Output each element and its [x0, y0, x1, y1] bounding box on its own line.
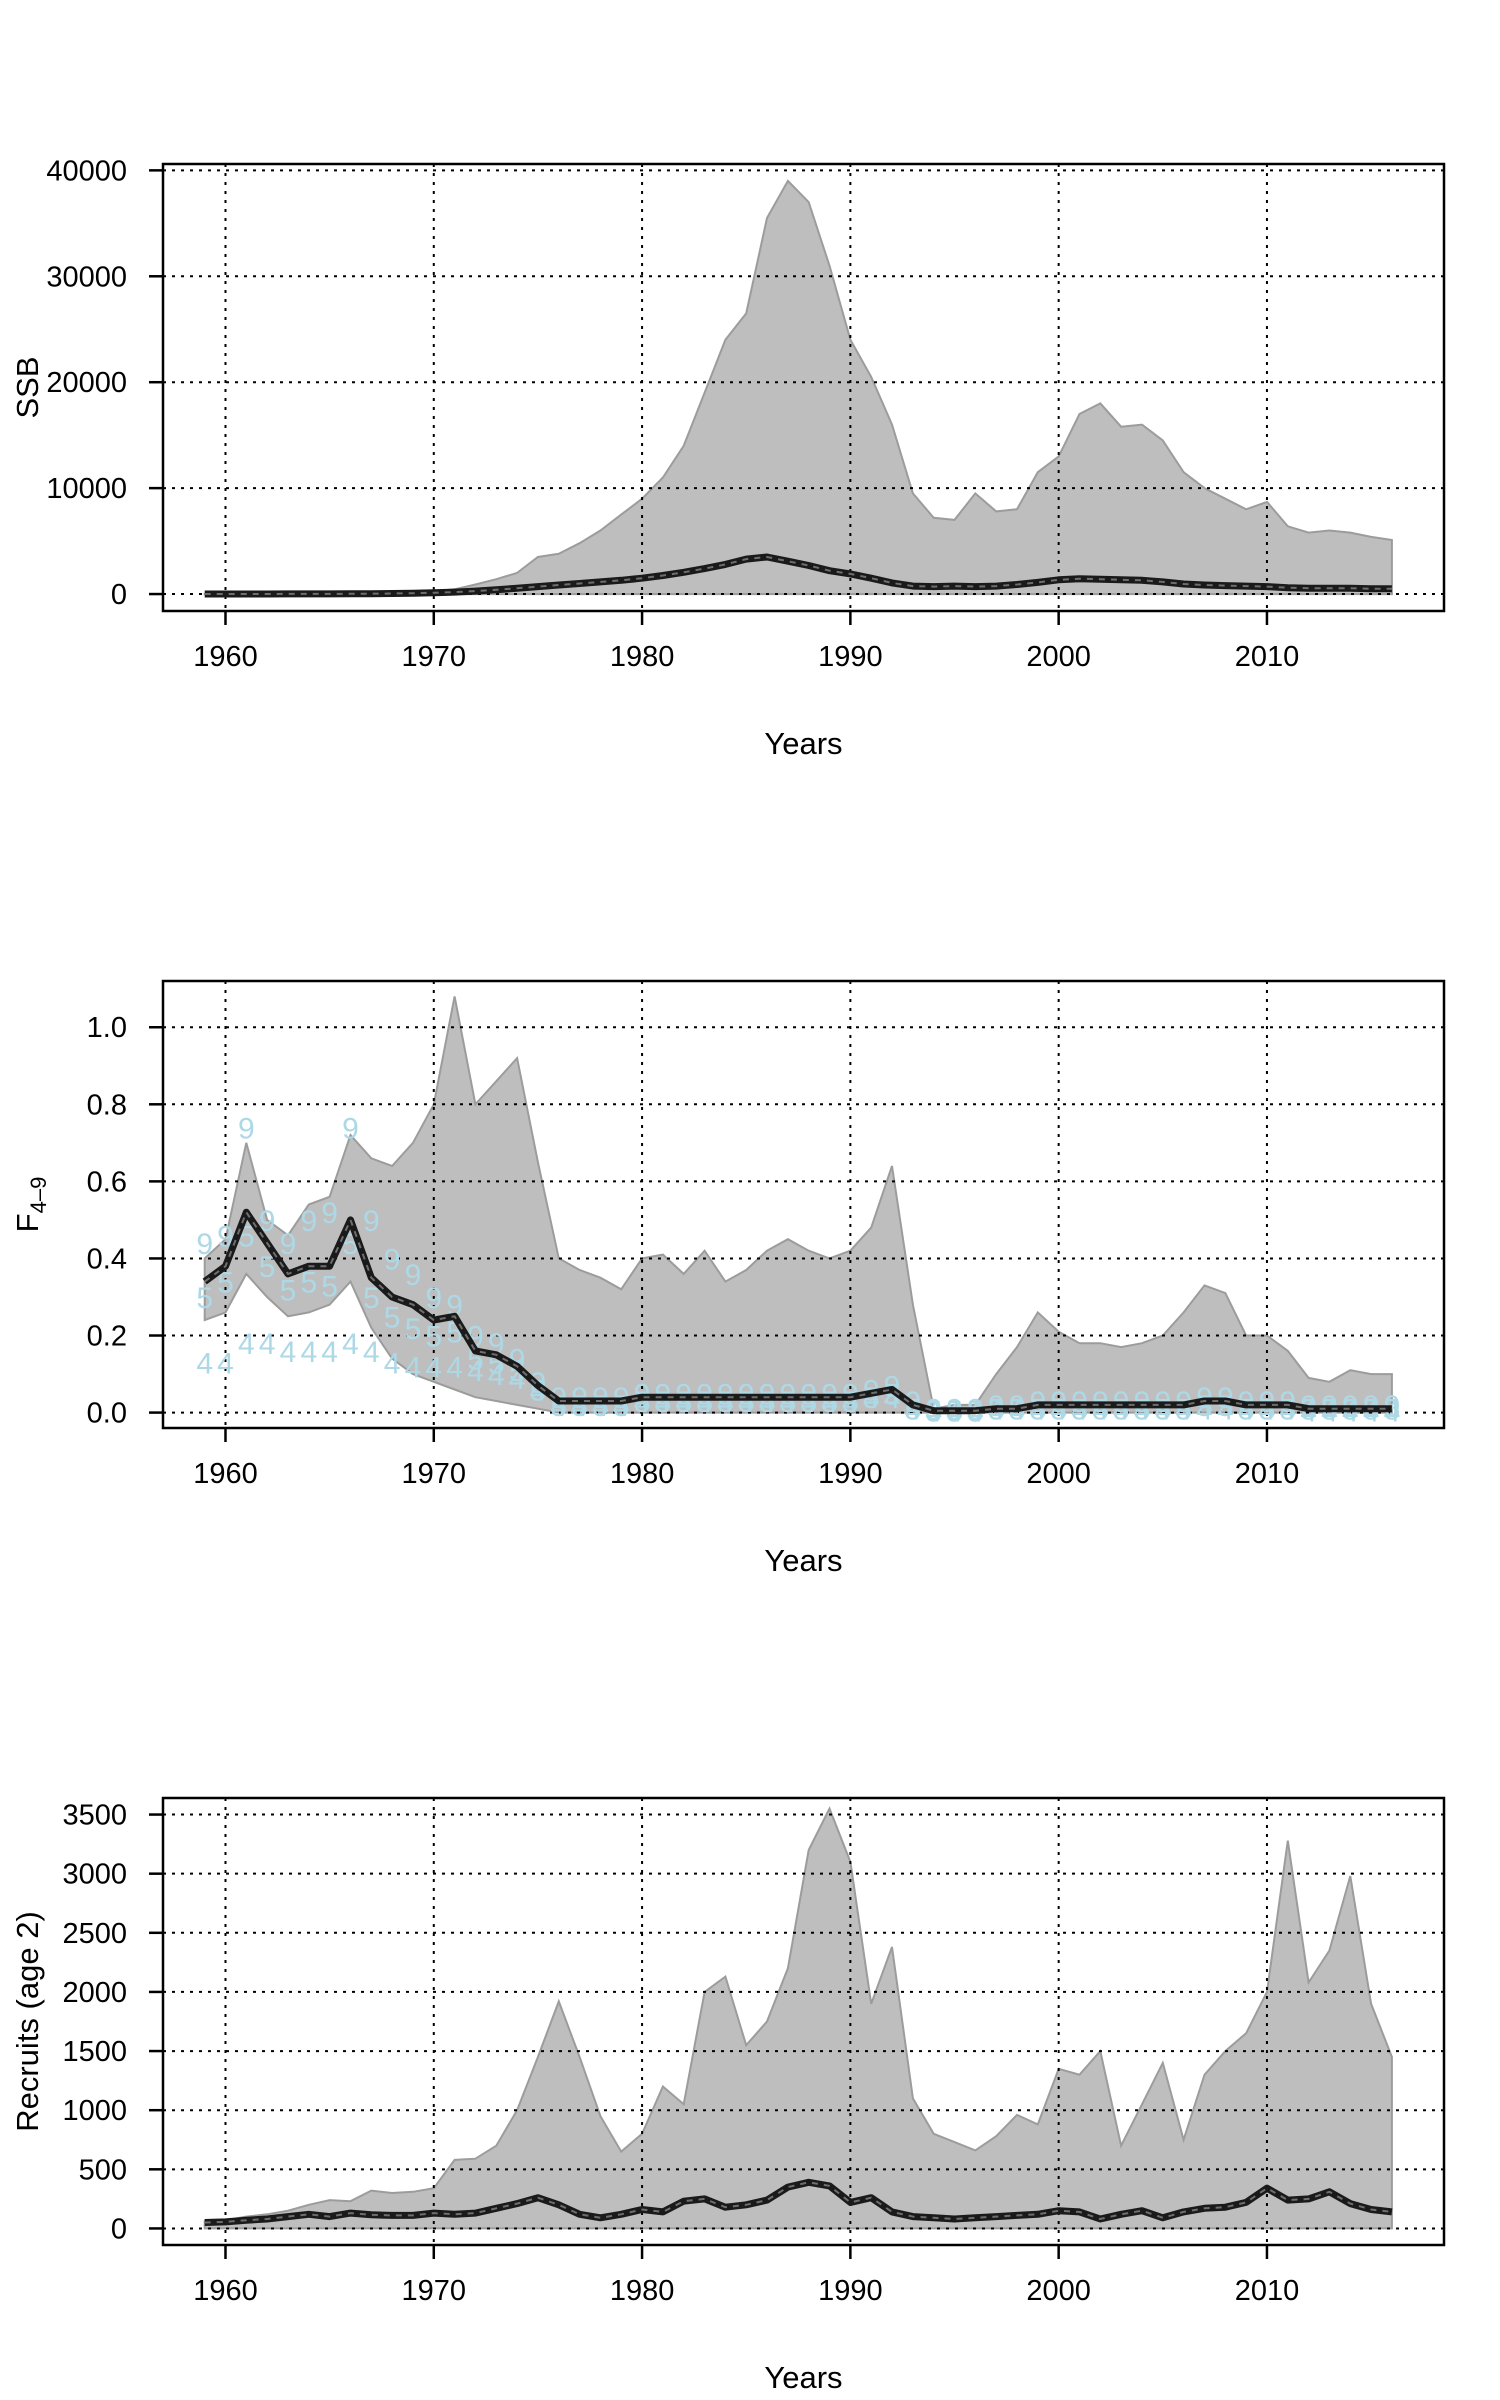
x-tick-label: 2000	[1026, 1458, 1091, 1490]
age-4-marker: 4	[259, 1328, 276, 1361]
y-tick-label: 40000	[46, 155, 127, 187]
confidence-band	[205, 1809, 1392, 2229]
age-9-marker: 9	[405, 1259, 422, 1292]
age-9-marker: 9	[196, 1228, 213, 1261]
confidence-band	[205, 996, 1392, 1412]
age-5-marker: 5	[384, 1301, 401, 1334]
y-tick-label: 30000	[46, 261, 127, 293]
age-5-marker: 5	[196, 1282, 213, 1315]
y-tick-label: 0.2	[87, 1321, 127, 1353]
age-4-marker: 4	[217, 1347, 234, 1380]
confidence-band	[205, 181, 1392, 594]
x-tick-label: 2010	[1235, 2275, 1300, 2307]
x-axis-label: Years	[764, 1543, 842, 1578]
y-tick-label: 0.6	[87, 1166, 127, 1198]
age-5-marker: 5	[425, 1321, 442, 1354]
age-4-marker: 4	[446, 1351, 463, 1384]
age-9-marker: 9	[321, 1197, 338, 1230]
y-tick-label: 1.0	[87, 1012, 127, 1044]
y-axis-label: F4–9	[10, 1177, 51, 1233]
x-tick-label: 1960	[193, 641, 258, 673]
age-4-marker: 4	[363, 1336, 380, 1369]
y-tick-label: 3000	[62, 1859, 127, 1891]
age-4-marker: 4	[342, 1328, 359, 1361]
y-tick-label: 2000	[62, 1977, 127, 2009]
age-4-marker: 4	[425, 1351, 442, 1384]
x-tick-label: 1980	[610, 1458, 675, 1490]
age-4-marker: 4	[405, 1351, 422, 1384]
y-tick-label: 1000	[62, 2095, 127, 2127]
y-axis-label-subscript: 4–9	[26, 1177, 51, 1214]
y-tick-label: 10000	[46, 473, 127, 505]
y-tick-label: 20000	[46, 367, 127, 399]
x-tick-label: 2010	[1235, 641, 1300, 673]
y-tick-label: 3500	[62, 1800, 127, 1832]
recruits-panel: 1960 1970 1980 1990 2000 2010 0 500 1000 1500 2000…	[10, 1798, 1444, 2395]
y-tick-label: 0.4	[87, 1243, 127, 1275]
age-9-marker: 9	[363, 1205, 380, 1238]
x-axis-label: Years	[764, 2360, 842, 2395]
x-tick-label: 1980	[610, 641, 675, 673]
age-4-marker: 4	[280, 1336, 297, 1369]
age-9-marker: 9	[425, 1282, 442, 1315]
y-tick-label: 2500	[62, 1918, 127, 1950]
x-axis-label: Years	[764, 726, 842, 761]
x-tick-label: 2000	[1026, 641, 1091, 673]
age-5-marker: 5	[405, 1313, 422, 1346]
age-4-marker: 4	[300, 1336, 317, 1369]
y-axis-label: Recruits (age 2)	[10, 1911, 45, 2132]
x-tick-label: 1990	[818, 2275, 883, 2307]
age-4-marker: 4	[196, 1347, 213, 1380]
age-4-marker: 4	[238, 1328, 255, 1361]
age-9-marker: 9	[384, 1243, 401, 1276]
age-4-marker: 4	[321, 1336, 338, 1369]
x-tick-label: 2000	[1026, 2275, 1091, 2307]
x-tick-label: 1990	[818, 641, 883, 673]
x-tick-label: 1970	[402, 1458, 467, 1490]
x-tick-label: 2010	[1235, 1458, 1300, 1490]
x-tick-label: 1990	[818, 1458, 883, 1490]
age-9-marker: 9	[280, 1228, 297, 1261]
y-tick-label: 0.0	[87, 1398, 127, 1430]
y-tick-label: 1500	[62, 2036, 127, 2068]
age-9-marker: 9	[238, 1112, 255, 1145]
age-5-marker: 5	[321, 1270, 338, 1303]
y-tick-label: 0.8	[87, 1089, 127, 1121]
age-9-marker: 9	[342, 1112, 359, 1145]
x-tick-label: 1980	[610, 2275, 675, 2307]
y-tick-label: 500	[79, 2154, 127, 2186]
ssb-panel: 1960 1970 1980 1990 2000 2010 0 10000 20000 30000…	[10, 155, 1444, 761]
x-tick-label: 1970	[402, 2275, 467, 2307]
y-tick-label: 0	[111, 579, 127, 611]
age-9-marker: 9	[300, 1205, 317, 1238]
x-tick-label: 1960	[193, 1458, 258, 1490]
x-tick-label: 1960	[193, 2275, 258, 2307]
age-4-marker: 4	[384, 1347, 401, 1380]
fishing-mortality-panel: 4 44 4 4 4 4 4 4 4 4 4 4 4 4 4 4 4 4 4 4 4 4 4 4 4 4 4 4 4 4 4 4 4 4 4 4 4 4 4…	[10, 981, 1444, 1578]
y-tick-label: 0	[111, 2213, 127, 2245]
y-axis-label: SSB	[10, 356, 45, 418]
age-5-marker: 5	[280, 1274, 297, 1307]
x-tick-label: 1970	[402, 641, 467, 673]
